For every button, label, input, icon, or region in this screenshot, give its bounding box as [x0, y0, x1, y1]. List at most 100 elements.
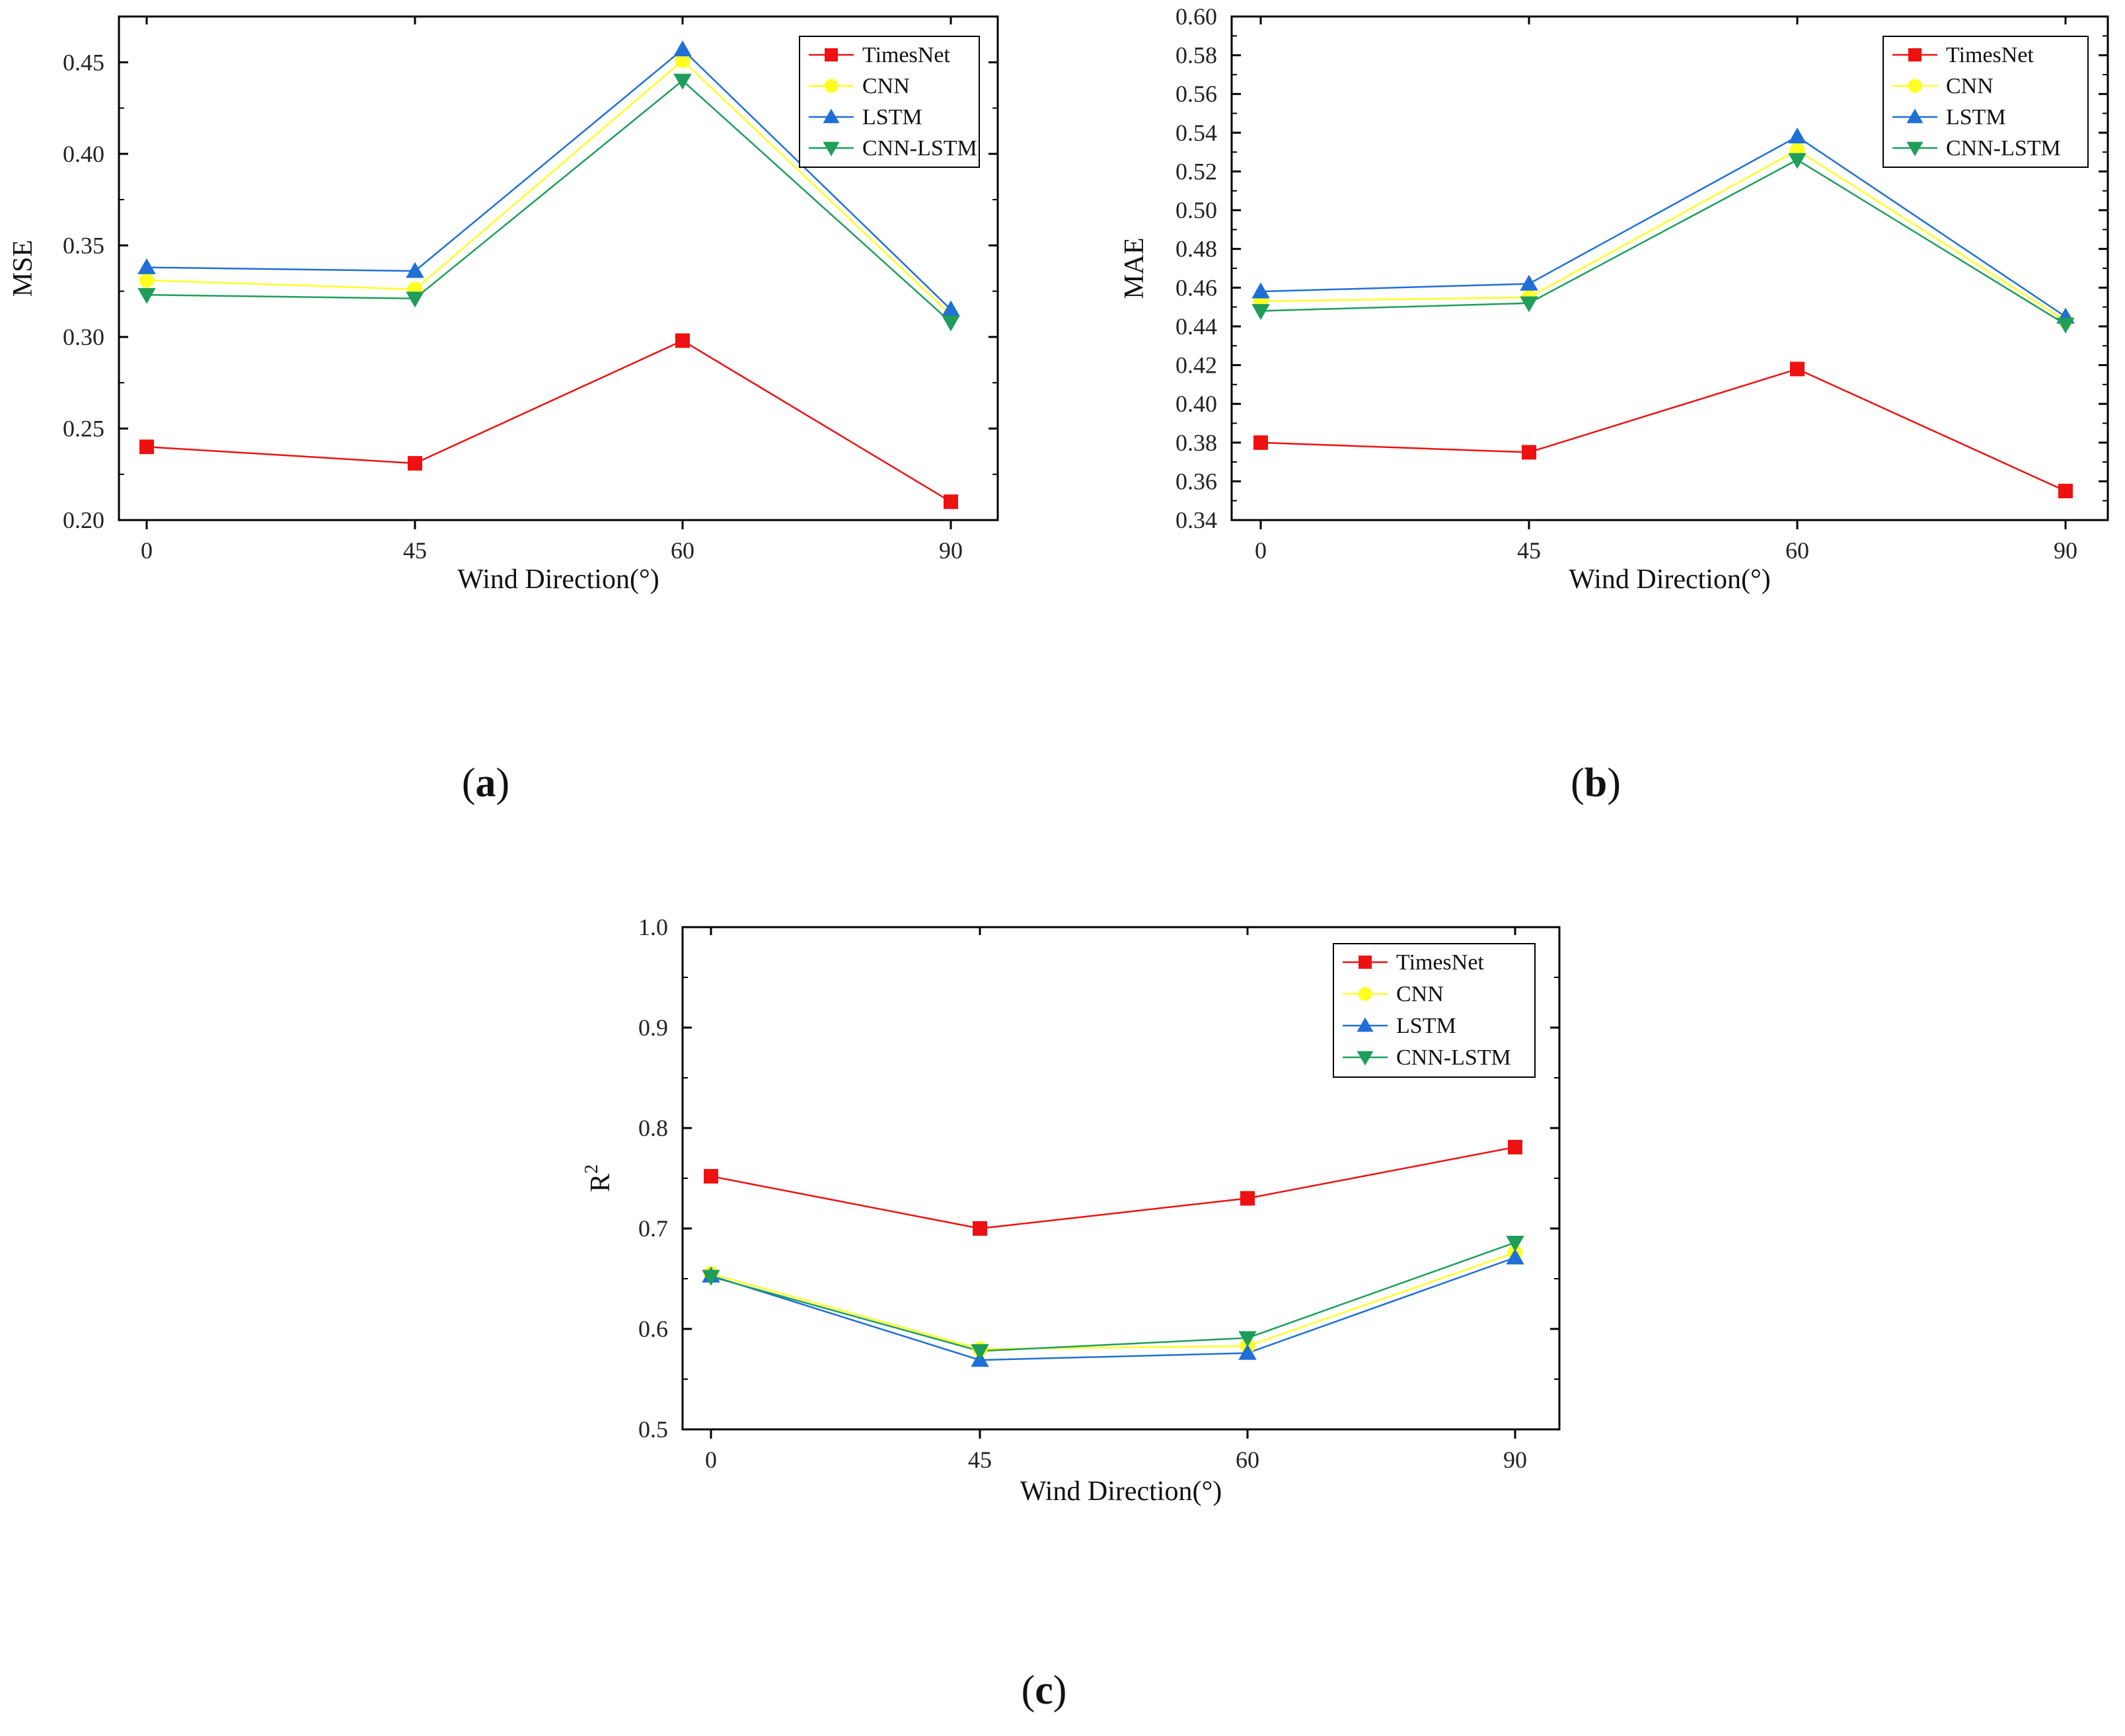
data-point-lstm — [1238, 1343, 1257, 1360]
data-point-cnn-lstm — [942, 315, 960, 332]
panel-a: 0.20 0.25 0.30 0.35 0.40 0.45 0 45 60 90 Wind Dire… — [8, 15, 999, 595]
legend-marker-timesnet — [1359, 956, 1372, 969]
series-line-timesnet — [146, 340, 951, 503]
legend-marker-lstm — [823, 108, 840, 124]
x-tick-label: 45 — [403, 537, 427, 564]
data-point-lstm — [1506, 1248, 1524, 1265]
y-tick-label: 0.6 — [638, 1316, 668, 1342]
legend-label-cnn: CNN — [1396, 982, 1444, 1006]
data-point-cnn-lstm — [673, 73, 692, 90]
data-point-timesnet — [675, 333, 690, 348]
series-line-lstm — [710, 1256, 1516, 1361]
x-tick-label: 0 — [141, 537, 153, 564]
y-tick-label: 0.52 — [1175, 158, 1217, 184]
y-tick-label: 0.40 — [63, 141, 104, 167]
y-tick-label: 0.8 — [638, 1115, 668, 1141]
data-point-timesnet — [408, 456, 422, 471]
legend-marker-cnn — [824, 79, 839, 93]
panel-label-a: (a) — [462, 761, 509, 806]
y-tick-label: 0.38 — [1175, 430, 1217, 456]
plot-frame — [118, 15, 999, 521]
data-point-cnn-lstm — [1506, 1235, 1524, 1252]
data-point-timesnet — [139, 439, 154, 455]
data-point-cnn-lstm — [1238, 1331, 1257, 1347]
legend-label-timesnet: TimesNet — [1396, 950, 1484, 975]
series-line-lstm — [1260, 135, 2066, 318]
y-tick-label: 0.35 — [63, 232, 104, 258]
y-tick-label: 0.30 — [63, 324, 104, 350]
y-tick-label: 0.48 — [1175, 236, 1217, 262]
data-point-lstm — [1788, 127, 1807, 144]
legend-marker-lstm — [1906, 108, 1923, 124]
y-tick-label: 0.34 — [1175, 507, 1217, 533]
data-point-lstm — [673, 40, 692, 57]
x-tick-label: 45 — [968, 1447, 992, 1473]
y-tick-label: 0.36 — [1175, 468, 1217, 494]
data-point-cnn-lstm — [406, 291, 424, 308]
data-point-timesnet — [1253, 435, 1268, 450]
y-tick-label: 0.5 — [638, 1416, 668, 1443]
panel-label-c: (c) — [1022, 1668, 1067, 1713]
data-point-timesnet — [1508, 1139, 1522, 1154]
y-axis-title: MAE — [1119, 237, 1150, 299]
x-axis-title: Wind Direction(°) — [1020, 1476, 1222, 1507]
y-axis-title-superscript: 2 — [581, 1164, 602, 1174]
y-tick-label: 0.58 — [1175, 42, 1217, 69]
data-point-cnn-lstm — [1788, 153, 1807, 169]
series-line-cnn-lstm — [146, 79, 951, 323]
y-tick-label: 0.42 — [1175, 352, 1217, 379]
x-tick-label: 0 — [705, 1447, 717, 1473]
x-tick-label: 0 — [1255, 537, 1267, 564]
series-line-lstm — [146, 48, 951, 311]
series-line-cnn — [1260, 149, 2066, 322]
y-tick-label: 0.44 — [1175, 313, 1217, 340]
y-tick-label: 0.46 — [1175, 274, 1217, 301]
x-tick-label: 90 — [2054, 537, 2077, 564]
legend-marker-cnn-lstm — [1906, 141, 1923, 157]
series-line-cnn — [710, 1252, 1516, 1350]
legend-marker-timesnet — [825, 48, 838, 61]
y-axis-title: MSE — [8, 240, 38, 297]
data-point-timesnet — [1240, 1191, 1255, 1206]
y-tick-label: 1.0 — [638, 914, 668, 940]
legend-marker-cnn — [1358, 987, 1372, 1001]
x-tick-label: 90 — [1503, 1447, 1527, 1473]
x-tick-label: 45 — [1517, 537, 1541, 564]
x-axis-title: Wind Direction(°) — [1569, 564, 1771, 595]
data-point-lstm — [137, 258, 156, 274]
data-point-timesnet — [1522, 445, 1536, 460]
legend-marker-cnn — [1908, 79, 1922, 93]
y-tick-label: 0.54 — [1175, 120, 1217, 146]
data-point-cnn-lstm — [1251, 304, 1270, 321]
y-tick-label: 0.25 — [63, 415, 104, 441]
y-tick-label: 0.40 — [1175, 391, 1217, 417]
data-point-cnn — [675, 52, 690, 69]
y-tick-label: 0.9 — [638, 1014, 668, 1041]
panel-c: 0.5 0.6 0.7 0.8 0.9 1.0 0 45 60 90 Wind Direction(… — [581, 914, 1561, 1507]
y-tick-label: 0.50 — [1175, 197, 1217, 223]
y-axis-title: R2 — [581, 1164, 616, 1192]
y-tick-label: 0.56 — [1175, 81, 1217, 107]
data-point-cnn-lstm — [137, 287, 156, 304]
x-tick-label: 60 — [671, 537, 694, 564]
series-line-cnn-lstm — [1260, 159, 2066, 326]
data-point-cnn — [139, 272, 155, 288]
series-line-timesnet — [1260, 368, 2066, 492]
legend-label-timesnet: TimesNet — [1946, 43, 2034, 67]
legend-marker-cnn-lstm — [823, 141, 840, 157]
legend-label-cnn-lstm: CNN-LSTM — [1946, 136, 2061, 161]
data-point-cnn-lstm — [2056, 317, 2075, 334]
legend-label-cnn: CNN — [862, 74, 910, 98]
legend-label-lstm: LSTM — [862, 105, 922, 130]
x-tick-label: 60 — [1785, 537, 1809, 564]
data-point-lstm — [1251, 282, 1270, 299]
legend-label-timesnet: TimesNet — [862, 43, 950, 67]
y-tick-label: 0.60 — [1175, 3, 1217, 30]
data-point-lstm — [1520, 274, 1538, 291]
series-line-timesnet — [710, 1146, 1516, 1230]
legend-label-cnn-lstm: CNN-LSTM — [1396, 1045, 1511, 1070]
panel-b: 0.34 0.36 0.38 0.40 0.42 0.44 0.46 0.48 0.50 0.52… — [1119, 3, 2109, 595]
data-point-timesnet — [2058, 484, 2073, 499]
y-tick-label: 0.20 — [63, 507, 104, 533]
